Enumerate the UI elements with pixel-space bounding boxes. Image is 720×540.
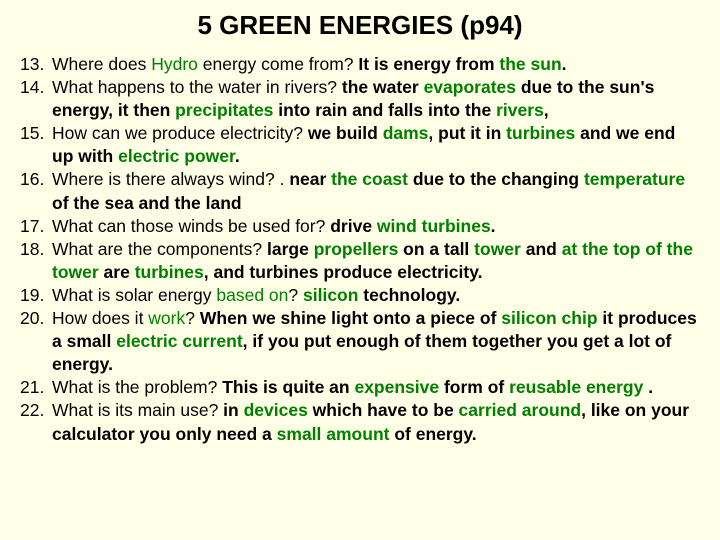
- answer: silicon technology.: [303, 285, 460, 305]
- qa-item-13: Where does Hydro energy come from? It is…: [20, 53, 700, 76]
- answer: drive wind turbines.: [330, 216, 495, 236]
- question: How can we produce electricity?: [52, 123, 308, 143]
- question: What is solar energy based on?: [52, 285, 303, 305]
- qa-item-16: Where is there always wind? . near the c…: [20, 168, 700, 214]
- question: Where does Hydro energy come from?: [52, 54, 358, 74]
- page-title: 5 GREEN ENERGIES (p94): [20, 10, 700, 41]
- qa-list: Where does Hydro energy come from? It is…: [20, 53, 700, 446]
- qa-item-15: How can we produce electricity? we build…: [20, 122, 700, 168]
- question: What are the components?: [52, 239, 267, 259]
- qa-item-19: What is solar energy based on? silicon t…: [20, 284, 700, 307]
- answer: It is energy from the sun.: [358, 54, 566, 74]
- question: What is the problem?: [52, 377, 222, 397]
- qa-item-17: What can those winds be used for? drive …: [20, 215, 700, 238]
- qa-item-21: What is the problem? This is quite an ex…: [20, 376, 700, 399]
- question: What is its main use?: [52, 400, 223, 420]
- qa-item-20: How does it work? When we shine light on…: [20, 307, 700, 376]
- question: What happens to the water in rivers?: [52, 77, 342, 97]
- qa-item-14: What happens to the water in rivers? the…: [20, 76, 700, 122]
- question: How does it work?: [52, 308, 200, 328]
- question: What can those winds be used for?: [52, 216, 330, 236]
- answer: This is quite an expensive form of reusa…: [222, 377, 653, 397]
- qa-item-22: What is its main use? in devices which h…: [20, 399, 700, 445]
- qa-item-18: What are the components? large propeller…: [20, 238, 700, 284]
- question: Where is there always wind? .: [52, 169, 289, 189]
